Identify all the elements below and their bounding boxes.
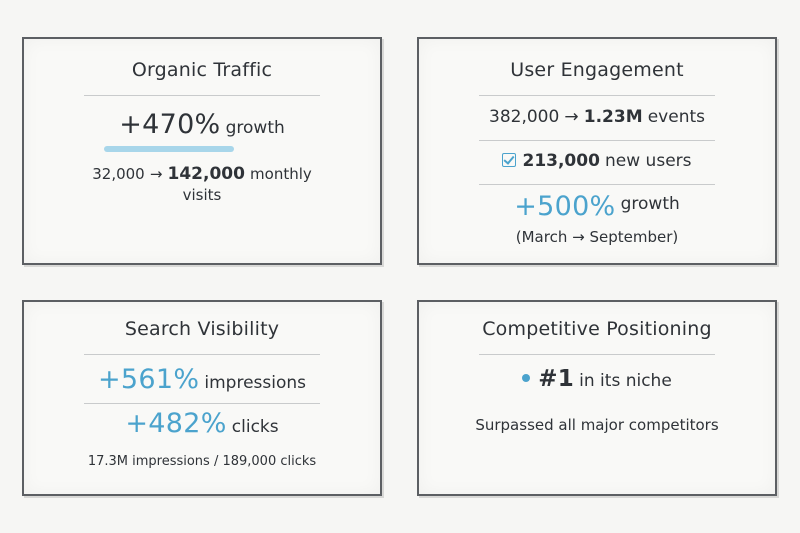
organic-visits-line: 32,000 → 142,000 monthly [24, 164, 380, 184]
clicks-line: +482% clicks [24, 408, 380, 439]
divider [479, 184, 715, 185]
organic-visits-from: 32,000 [92, 165, 145, 183]
clicks-label: clicks [231, 417, 279, 437]
bullet-dot-icon [522, 374, 531, 382]
arrow-icon: → [149, 165, 163, 183]
events-from: 382,000 [489, 107, 560, 127]
divider [479, 95, 715, 96]
impressions-pct: +561% [97, 364, 200, 395]
divider [84, 403, 320, 404]
organic-traffic-card: Organic Traffic +470% growth 32,000 → 14… [22, 37, 382, 265]
organic-traffic-title: Organic Traffic [131, 59, 273, 81]
arrow-icon: → [564, 107, 579, 127]
engagement-period: (March → September) [515, 228, 679, 246]
organic-growth-value: +470% [119, 109, 221, 140]
divider [479, 354, 715, 355]
engagement-growth-label: growth [620, 194, 680, 214]
competitive-positioning-card: Competitive Positioning #1 in its niche … [417, 300, 777, 496]
rank-line: #1 in its niche [419, 366, 775, 392]
competitive-note: Surpassed all major competitors [475, 416, 719, 434]
engagement-growth-value: +500% [514, 191, 616, 222]
divider [84, 95, 320, 96]
user-engagement-title: User Engagement [510, 59, 684, 81]
organic-growth-label: growth [225, 118, 285, 138]
engagement-events-line: 382,000 → 1.23M events [419, 107, 775, 127]
impressions-label: impressions [204, 373, 307, 393]
search-visibility-title: Search Visibility [124, 318, 280, 340]
new-users-value: 213,000 [522, 151, 600, 171]
events-unit: events [647, 107, 705, 127]
divider [84, 354, 320, 355]
organic-visits-unit: monthly [250, 165, 312, 183]
search-visibility-card: Search Visibility +561% impressions +482… [22, 300, 382, 496]
engagement-growth-line: +500% growth [419, 191, 775, 222]
clicks-pct: +482% [125, 408, 227, 439]
new-users-label: new users [605, 151, 692, 171]
organic-visits-to: 142,000 [167, 164, 245, 184]
user-engagement-card: User Engagement 382,000 → 1.23M events 2… [417, 37, 777, 265]
search-totals: 17.3M impressions / 189,000 clicks [87, 454, 317, 469]
competitive-positioning-title: Competitive Positioning [482, 318, 712, 340]
checkbox-icon [502, 153, 517, 167]
events-to: 1.23M [583, 107, 643, 127]
organic-visits-unit-line2: visits [182, 186, 222, 204]
swoosh-underline [104, 146, 234, 152]
organic-growth-line: +470% growth [24, 109, 380, 140]
rank-label: in its niche [579, 371, 672, 391]
new-users-line: 213,000 new users [419, 151, 775, 171]
divider [479, 140, 715, 141]
impressions-line: +561% impressions [24, 364, 380, 395]
rank-value: #1 [538, 366, 575, 392]
